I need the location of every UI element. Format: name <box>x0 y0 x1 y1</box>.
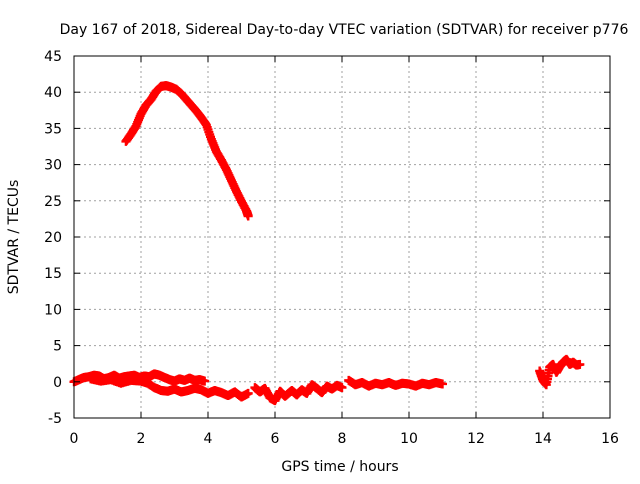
x-tick-label: 12 <box>467 431 485 447</box>
y-tick-label: 40 <box>44 85 62 101</box>
y-tick-label: 0 <box>53 375 62 391</box>
chart-title: Day 167 of 2018, Sidereal Day-to-day VTE… <box>60 22 629 38</box>
chart-container: Day 167 of 2018, Sidereal Day-to-day VTE… <box>0 0 640 480</box>
x-tick-label: 2 <box>137 431 146 447</box>
x-tick-label: 14 <box>534 431 552 447</box>
grid-layer <box>74 56 610 418</box>
y-tick-label: 25 <box>44 194 62 210</box>
data-layer <box>70 81 585 405</box>
y-tick-label: 10 <box>44 302 62 318</box>
y-tick-label: 5 <box>53 339 62 355</box>
x-tick-label: 16 <box>601 431 619 447</box>
x-axis-label: GPS time / hours <box>281 459 398 475</box>
x-tick-label: 8 <box>338 431 347 447</box>
x-tick-label: 6 <box>271 431 280 447</box>
y-tick-label: 45 <box>44 49 62 65</box>
y-axis-label: SDTVAR / TECUs <box>6 180 22 295</box>
y-tick-label: 15 <box>44 266 62 282</box>
y-tick-label: 30 <box>44 158 62 174</box>
y-tick-label: -5 <box>48 411 62 427</box>
x-tick-label: 0 <box>70 431 79 447</box>
series-4 <box>250 380 346 405</box>
y-tick-label: 20 <box>44 230 62 246</box>
x-tick-label: 4 <box>204 431 213 447</box>
series-5 <box>344 376 447 391</box>
chart-svg: Day 167 of 2018, Sidereal Day-to-day VTE… <box>0 0 640 480</box>
series-6 <box>535 355 584 389</box>
y-tick-label: 35 <box>44 121 62 137</box>
x-tick-label: 10 <box>400 431 418 447</box>
